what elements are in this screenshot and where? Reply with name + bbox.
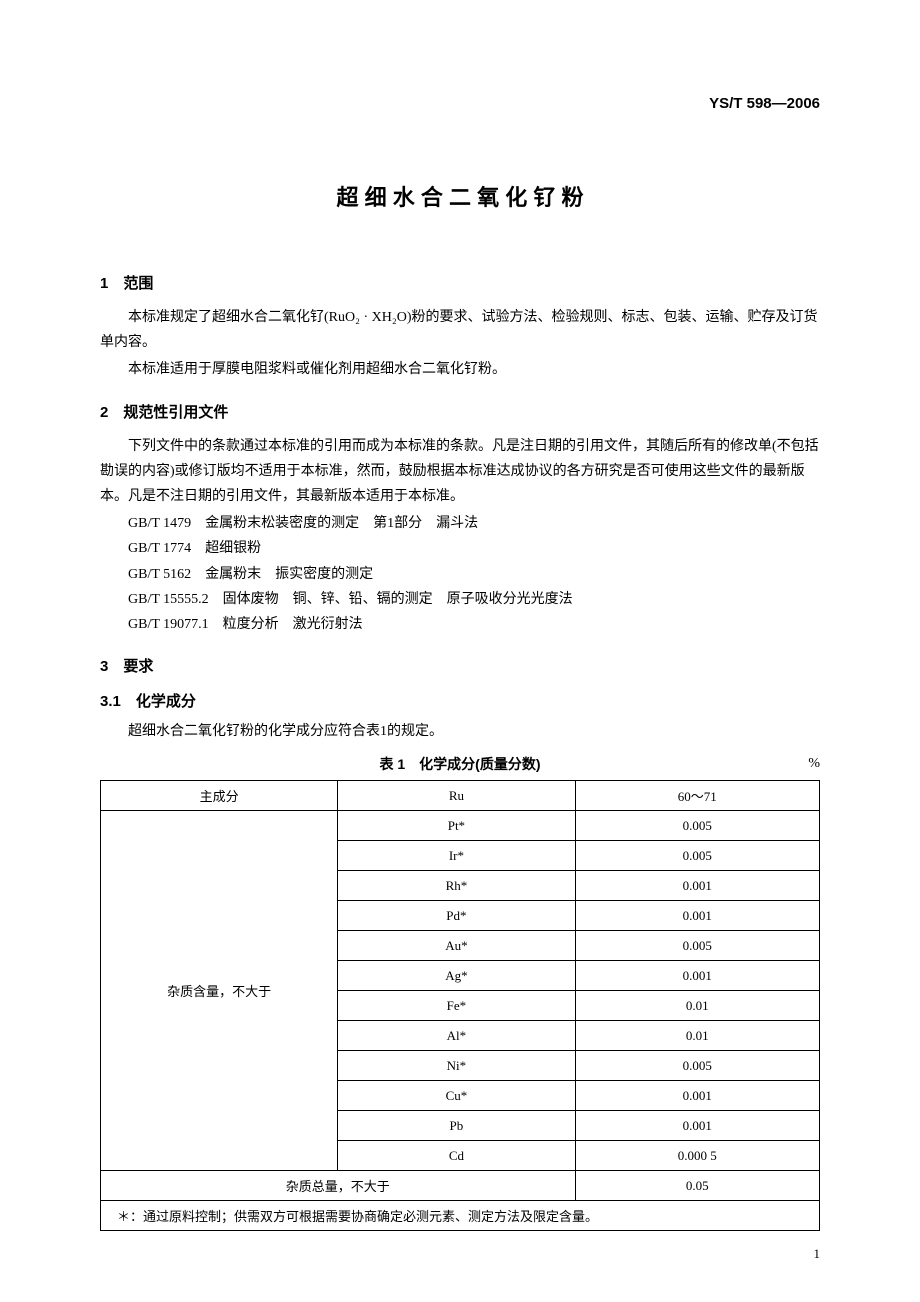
table-row: 杂质含量，不大于 Pt* 0.005 xyxy=(101,811,820,841)
cell-impurity-value: 0.01 xyxy=(575,991,819,1021)
cell-main-value: 60～71 xyxy=(575,781,819,811)
standard-code: YS/T 598—2006 xyxy=(709,95,820,112)
section-3-1-heading: 3.1 化学成分 xyxy=(100,690,820,711)
cell-impurity-symbol: Cd xyxy=(338,1141,575,1171)
cell-impurity-symbol: Pd* xyxy=(338,901,575,931)
cell-impurity-value: 0.001 xyxy=(575,871,819,901)
page-number: 1 xyxy=(814,1246,821,1262)
cell-impurity-symbol: Ni* xyxy=(338,1051,575,1081)
table-1: 主成分 Ru 60～71 杂质含量，不大于 Pt* 0.005 Ir* 0.00… xyxy=(100,780,820,1231)
reference-item: GB/T 19077.1 粒度分析 激光衍射法 xyxy=(100,612,820,637)
cell-impurity-symbol: Ir* xyxy=(338,841,575,871)
section-3-heading: 3 要求 xyxy=(100,655,820,676)
cell-impurity-symbol: Al* xyxy=(338,1021,575,1051)
cell-impurity-value: 0.000 5 xyxy=(575,1141,819,1171)
cell-total-value: 0.05 xyxy=(575,1171,819,1201)
cell-impurity-value: 0.001 xyxy=(575,1111,819,1141)
reference-item: GB/T 15555.2 固体废物 铜、锌、铅、镉的测定 原子吸收分光光度法 xyxy=(100,587,820,612)
cell-impurity-value: 0.005 xyxy=(575,1051,819,1081)
table-1-unit: % xyxy=(808,756,820,772)
table-row: ＊：通过原料控制；供需双方可根据需要协商确定必测元素、测定方法及限定含量。 xyxy=(101,1201,820,1231)
cell-main-symbol: Ru xyxy=(338,781,575,811)
cell-impurity-symbol: Pb xyxy=(338,1111,575,1141)
cell-impurity-value: 0.001 xyxy=(575,901,819,931)
cell-impurity-label: 杂质含量，不大于 xyxy=(101,811,338,1171)
table-row: 杂质总量，不大于 0.05 xyxy=(101,1171,820,1201)
table-row: 主成分 Ru 60～71 xyxy=(101,781,820,811)
section-2-paragraph: 下列文件中的条款通过本标准的引用而成为本标准的条款。凡是注日期的引用文件，其随后… xyxy=(100,434,820,510)
cell-impurity-symbol: Pt* xyxy=(338,811,575,841)
cell-impurity-symbol: Rh* xyxy=(338,871,575,901)
cell-total-label: 杂质总量，不大于 xyxy=(101,1171,576,1201)
cell-impurity-value: 0.005 xyxy=(575,841,819,871)
section-2-heading: 2 规范性引用文件 xyxy=(100,401,820,422)
cell-impurity-symbol: Cu* xyxy=(338,1081,575,1111)
section-1-paragraph: 本标准规定了超细水合二氧化钌(RuO₂ · XH₂O)粉的要求、试验方法、检验规… xyxy=(100,305,820,355)
table-1-title: 表 1 化学成分(质量分数) xyxy=(380,754,541,774)
section-1-paragraph: 本标准适用于厚膜电阻浆料或催化剂用超细水合二氧化钌粉。 xyxy=(100,357,820,382)
cell-footnote: ＊：通过原料控制；供需双方可根据需要协商确定必测元素、测定方法及限定含量。 xyxy=(101,1201,820,1231)
cell-main-label: 主成分 xyxy=(101,781,338,811)
reference-item: GB/T 1479 金属粉末松装密度的测定 第1部分 漏斗法 xyxy=(100,511,820,536)
cell-impurity-symbol: Au* xyxy=(338,931,575,961)
cell-impurity-value: 0.001 xyxy=(575,961,819,991)
cell-impurity-value: 0.005 xyxy=(575,931,819,961)
reference-item: GB/T 5162 金属粉末 振实密度的测定 xyxy=(100,562,820,587)
cell-impurity-value: 0.005 xyxy=(575,811,819,841)
reference-item: GB/T 1774 超细银粉 xyxy=(100,536,820,561)
cell-impurity-symbol: Ag* xyxy=(338,961,575,991)
cell-impurity-value: 0.01 xyxy=(575,1021,819,1051)
cell-impurity-symbol: Fe* xyxy=(338,991,575,1021)
document-title: 超 细 水 合 二 氧 化 钌 粉 xyxy=(100,180,820,212)
section-3-1-paragraph: 超细水合二氧化钌粉的化学成分应符合表1的规定。 xyxy=(100,719,820,744)
cell-impurity-value: 0.001 xyxy=(575,1081,819,1111)
section-1-heading: 1 范围 xyxy=(100,272,820,293)
